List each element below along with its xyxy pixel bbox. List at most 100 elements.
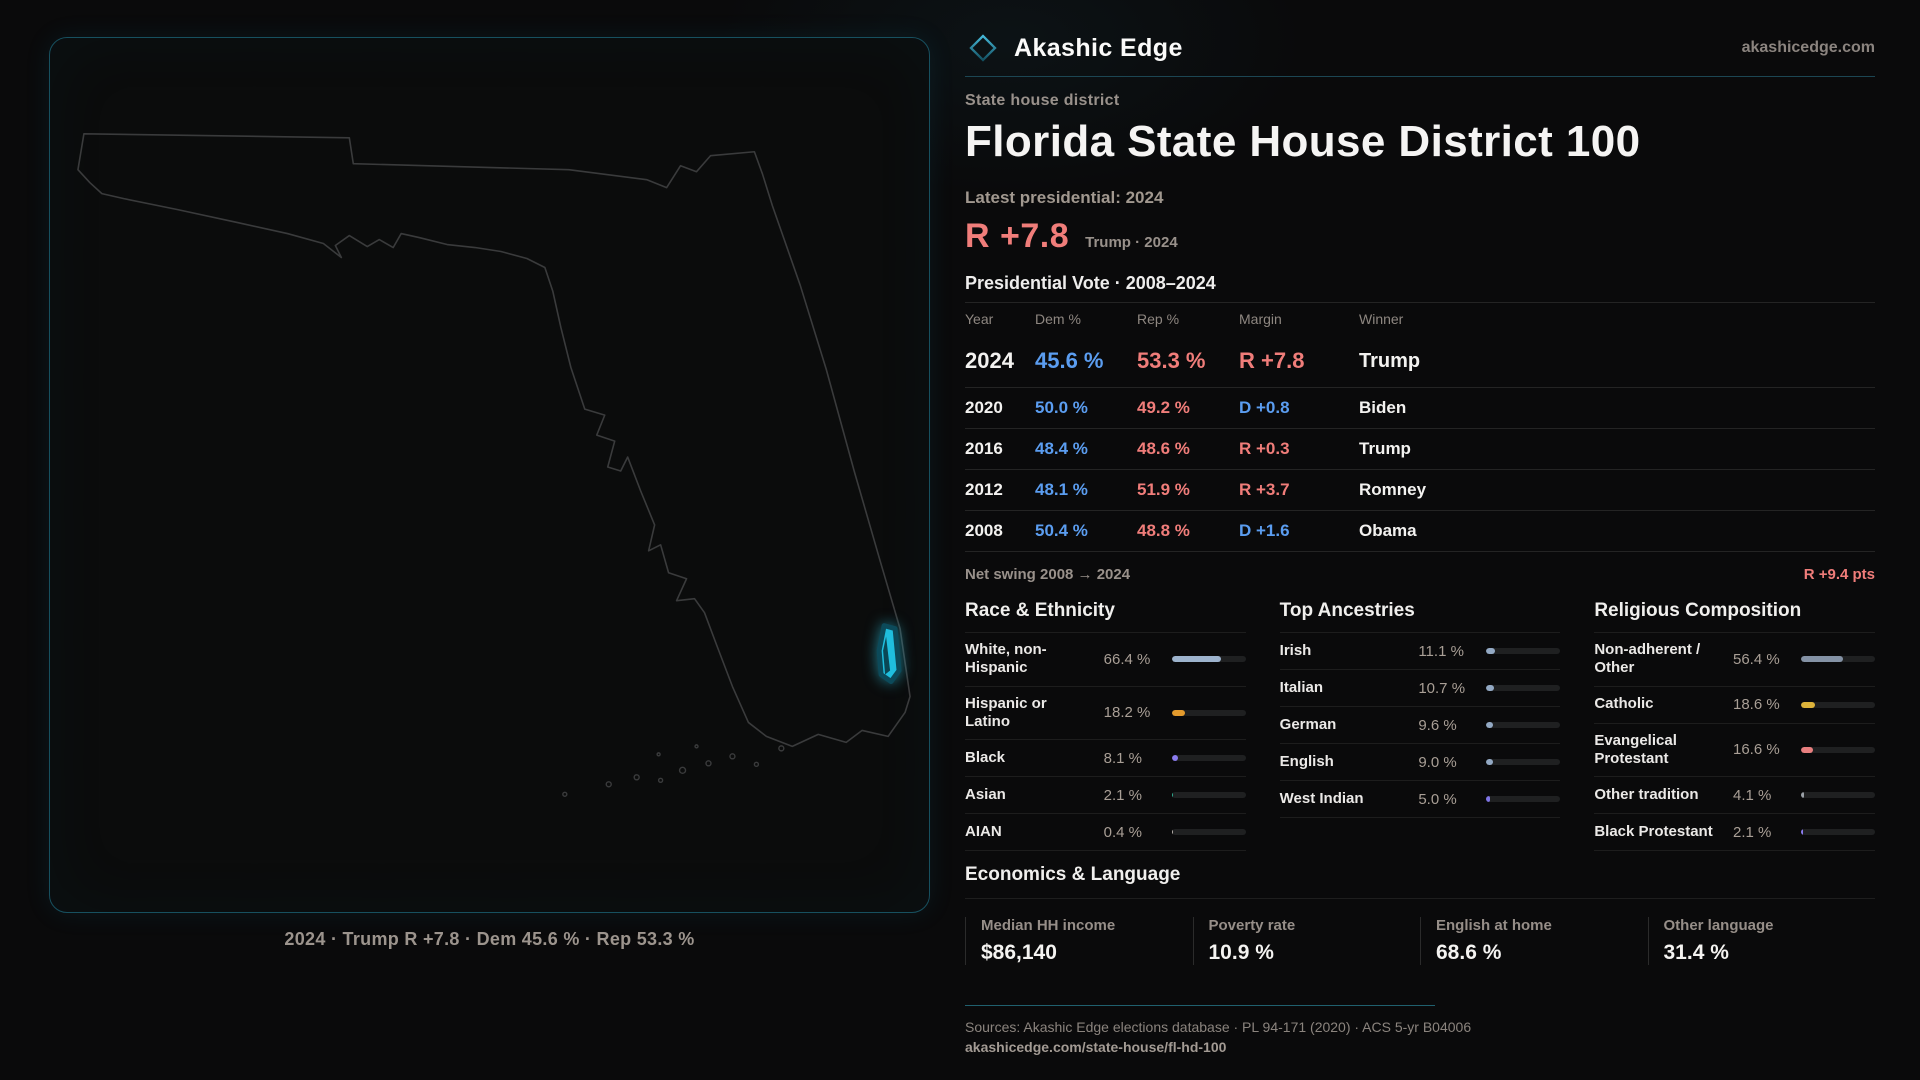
demographic-value: 16.6 % bbox=[1732, 741, 1780, 759]
cell-winner: Trump bbox=[1359, 428, 1875, 470]
demographics-section-title: Race & Ethnicity bbox=[965, 600, 1115, 621]
demographic-row: Non-adherent / Other 56.4 % bbox=[1594, 633, 1875, 687]
demographic-value: 5.0 % bbox=[1418, 790, 1457, 808]
florida-map-panel[interactable] bbox=[49, 37, 930, 913]
economics-stat: Poverty rate 10.9 % bbox=[1192, 917, 1421, 966]
demographic-label: Irish bbox=[1279, 641, 1312, 659]
demographics-section-title: Religious Composition bbox=[1594, 600, 1802, 621]
economics-stat: English at home 68.6 % bbox=[1420, 917, 1648, 966]
demographic-row: Black Protestant 2.1 % bbox=[1594, 814, 1875, 852]
kicker-label: State house district bbox=[965, 92, 1120, 109]
demographic-row: Hispanic or Latino 18.2 % bbox=[965, 687, 1246, 741]
demographic-value: 0.4 % bbox=[1103, 823, 1143, 841]
demographic-bar-fill bbox=[1800, 656, 1843, 663]
demographic-bar-track bbox=[1171, 792, 1246, 799]
demographic-row: West Indian 5.0 % bbox=[1279, 781, 1561, 818]
page-title: Florida State House District 100 bbox=[965, 117, 1641, 166]
cell-year: 2016 bbox=[965, 428, 1035, 470]
demographic-bar-track bbox=[1800, 701, 1875, 708]
demographic-row: Asian 2.1 % bbox=[965, 777, 1246, 815]
cell-dem: 48.4 % bbox=[1035, 428, 1137, 470]
demographic-row: Italian 10.7 % bbox=[1279, 670, 1561, 707]
demographic-bar-track bbox=[1486, 796, 1561, 802]
demographic-label: AIAN bbox=[965, 823, 1002, 841]
demographic-bar-track bbox=[1800, 746, 1875, 753]
info-column: Akashic Edge akashicedge.com State house… bbox=[965, 30, 1875, 1057]
demographic-label: Other tradition bbox=[1594, 786, 1699, 804]
diamond-icon bbox=[965, 30, 1001, 66]
cell-rep: 48.6 % bbox=[1137, 428, 1239, 470]
net-swing-label: Net swing 2008 → 2024 bbox=[965, 566, 1131, 583]
demographic-bar-track bbox=[1800, 656, 1875, 663]
cell-dem: 45.6 % bbox=[1035, 336, 1137, 388]
economics-stat-label: Median HH income bbox=[981, 917, 1116, 935]
column-header-year: Year bbox=[965, 302, 1035, 336]
footer-url-link[interactable]: akashicedge.com/state-house/fl-hd-100 bbox=[965, 1039, 1227, 1056]
demographic-value: 18.6 % bbox=[1732, 696, 1780, 714]
economics-divider bbox=[965, 898, 1875, 900]
vote-table-row: 2024 45.6 % 53.3 % R +7.8 Trump bbox=[965, 336, 1875, 388]
presidential-vote-table: Year Dem % Rep % Margin Winner 2024 45.6 … bbox=[965, 302, 1875, 552]
district-100-highlight[interactable] bbox=[876, 623, 902, 685]
demographic-bar-fill bbox=[1486, 722, 1494, 728]
demographic-value: 9.0 % bbox=[1418, 753, 1457, 771]
column-header-winner: Winner bbox=[1359, 302, 1875, 336]
economics-stat: Other language 31.4 % bbox=[1647, 917, 1876, 966]
demographic-bar-track bbox=[1800, 829, 1875, 836]
cell-rep: 48.8 % bbox=[1137, 510, 1239, 552]
vote-table-title: Presidential Vote · 2008–2024 bbox=[965, 273, 1216, 293]
demographic-label: Catholic bbox=[1594, 695, 1654, 713]
brand-name: Akashic Edge bbox=[1014, 33, 1183, 62]
demographic-label: Evangelical Protestant bbox=[1594, 731, 1677, 767]
demographics-rows: Non-adherent / Other 56.4 % Catholic 18.6 %… bbox=[1594, 632, 1875, 852]
demographic-value: 9.6 % bbox=[1418, 716, 1457, 734]
cell-margin: D +0.8 bbox=[1239, 387, 1359, 429]
demographic-row: English 9.0 % bbox=[1279, 744, 1561, 781]
demographic-bar-fill bbox=[1171, 656, 1221, 663]
demographic-value: 2.1 % bbox=[1103, 786, 1143, 804]
demographic-value: 8.1 % bbox=[1103, 749, 1143, 767]
brand-domain-link[interactable]: akashicedge.com bbox=[1741, 39, 1875, 56]
demographic-label: Italian bbox=[1279, 678, 1324, 696]
demographics-rows: White, non-Hispanic 66.4 % Hispanic or Lat… bbox=[965, 632, 1246, 852]
economics-stat-label: Poverty rate bbox=[1208, 917, 1296, 935]
cell-rep: 49.2 % bbox=[1137, 387, 1239, 429]
cell-winner: Romney bbox=[1359, 469, 1875, 511]
demographic-bar-fill bbox=[1800, 701, 1815, 708]
cell-dem: 48.1 % bbox=[1035, 469, 1137, 511]
demographic-bar-track bbox=[1171, 829, 1246, 836]
cell-year: 2008 bbox=[965, 510, 1035, 552]
demographic-bar-track bbox=[1486, 648, 1561, 654]
demographic-bar-fill bbox=[1171, 755, 1178, 762]
vote-table-row: 2020 50.0 % 49.2 % D +0.8 Biden bbox=[965, 387, 1875, 429]
cell-dem: 50.0 % bbox=[1035, 387, 1137, 429]
demographic-label: White, non-Hispanic bbox=[965, 641, 1047, 677]
demographic-value: 11.1 % bbox=[1418, 642, 1464, 660]
demographic-row: Evangelical Protestant 16.6 % bbox=[1594, 724, 1875, 778]
demographic-label: Hispanic or Latino bbox=[965, 694, 1047, 730]
demographic-bar-track bbox=[1171, 656, 1246, 663]
demographic-bar-track bbox=[1171, 709, 1246, 716]
demographic-value: 10.7 % bbox=[1418, 679, 1466, 697]
demographic-label: Non-adherent / Other bbox=[1594, 641, 1701, 677]
economics-stat: Median HH income $86,140 bbox=[965, 917, 1193, 966]
demographics-section: Race & Ethnicity White, non-Hispanic 66.4 … bbox=[965, 594, 1246, 852]
demographic-bar-track bbox=[1486, 685, 1561, 691]
demographic-bar-fill bbox=[1800, 746, 1814, 753]
cell-winner: Biden bbox=[1359, 387, 1875, 429]
demographic-bar-fill bbox=[1171, 709, 1186, 716]
vote-table-row: 2016 48.4 % 48.6 % R +0.3 Trump bbox=[965, 428, 1875, 470]
demographic-bar-fill bbox=[1800, 829, 1803, 836]
demographic-label: West Indian bbox=[1279, 789, 1364, 807]
florida-map-svg bbox=[77, 132, 911, 797]
demographic-value: 2.1 % bbox=[1732, 823, 1772, 841]
economics-stat-label: English at home bbox=[1436, 917, 1552, 935]
demographic-bar-fill bbox=[1486, 796, 1491, 802]
economics-stat-value: 31.4 % bbox=[1663, 941, 1729, 965]
demographics-rows: Irish 11.1 % Italian 10.7 % German 9.6 % Engli… bbox=[1279, 632, 1561, 818]
cell-margin: R +0.3 bbox=[1239, 428, 1359, 470]
demographic-bar-track bbox=[1486, 722, 1561, 728]
cell-margin: R +7.8 bbox=[1239, 336, 1359, 388]
demographic-bar-fill bbox=[1486, 648, 1495, 654]
demographic-row: Irish 11.1 % bbox=[1279, 633, 1561, 670]
